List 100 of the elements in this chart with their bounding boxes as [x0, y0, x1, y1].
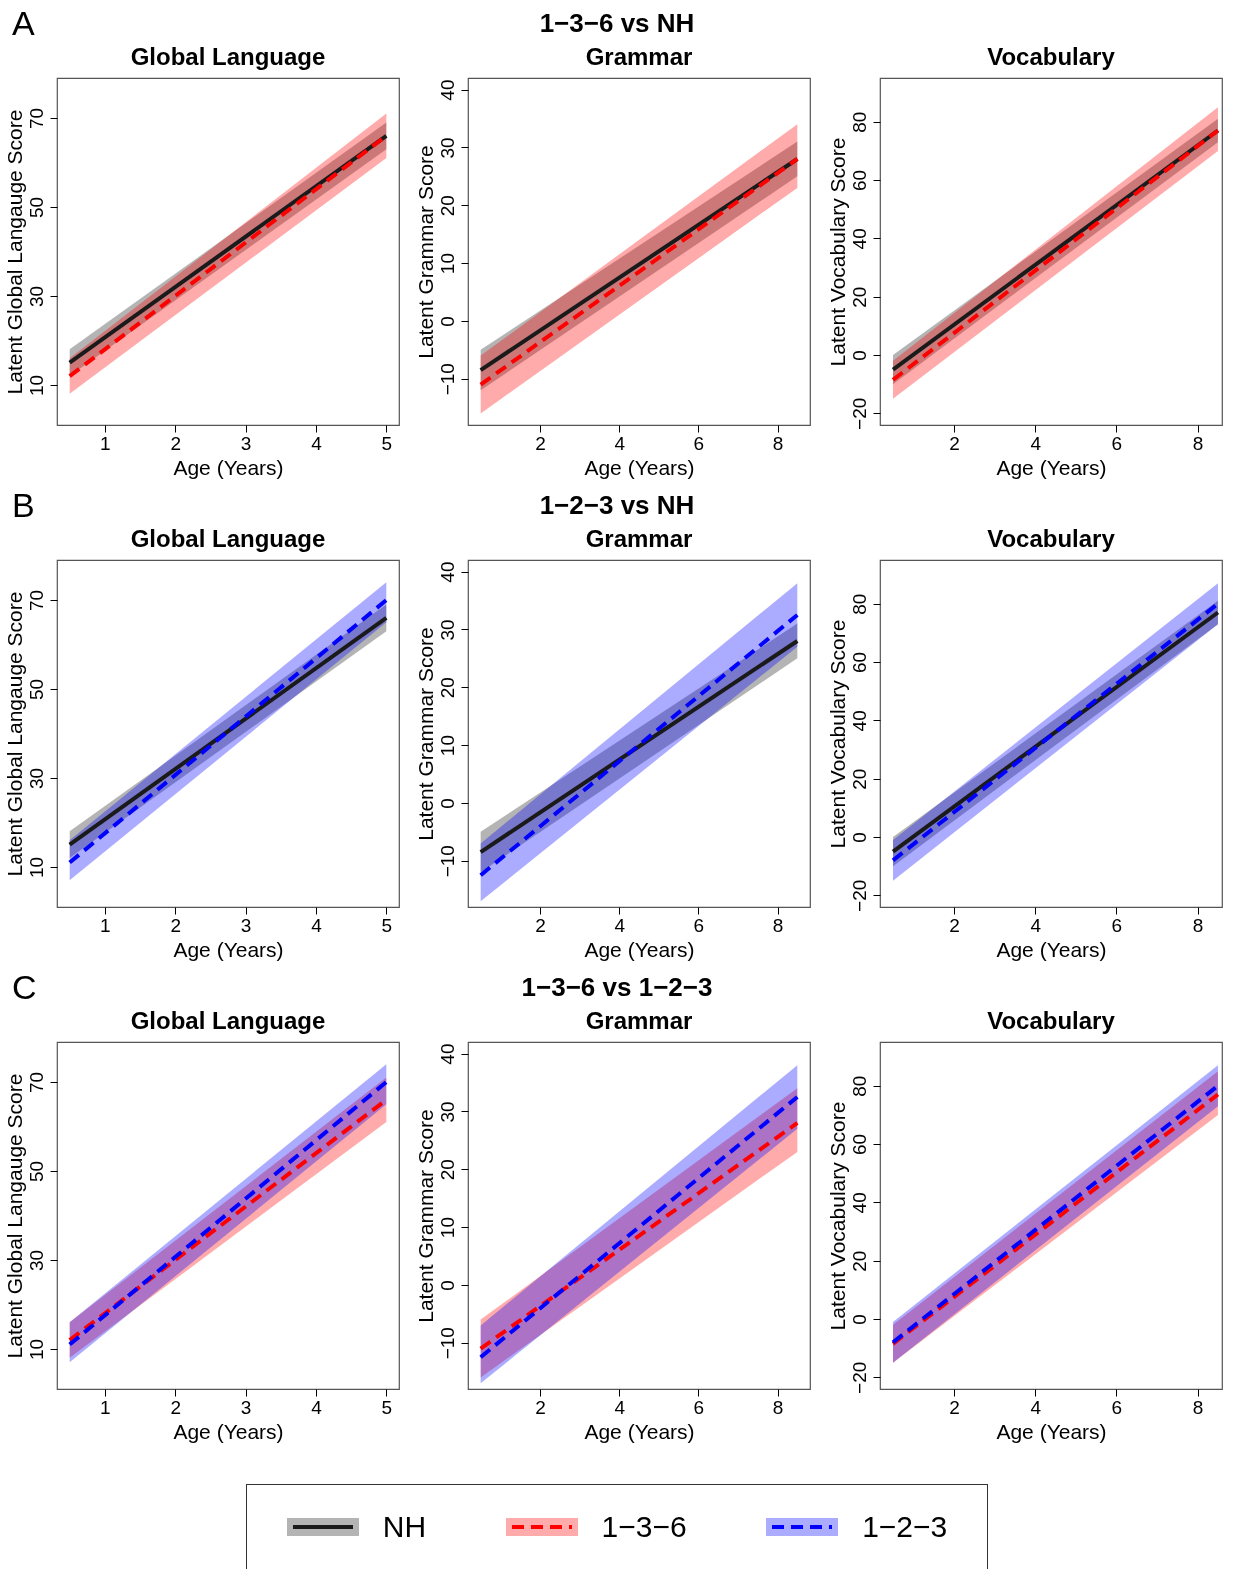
x-tick-label: 6 [1111, 432, 1122, 454]
text: C [12, 968, 37, 1007]
y-tick-label: 10 [436, 1217, 458, 1239]
x-axis-title: Age (Years) [173, 455, 284, 479]
y-tick-label: 10 [25, 374, 47, 397]
chart-title: Grammar [585, 525, 693, 552]
x-axis-title: Age (Years) [584, 937, 695, 961]
y-tick-label: 30 [25, 1249, 47, 1272]
x-tick-label: 6 [693, 1396, 705, 1418]
x-tick-label: 8 [773, 914, 784, 936]
x-axis-title: Age (Years) [173, 937, 284, 961]
y-axis-title: Latent Global Langauge Score [2, 1073, 26, 1359]
y-tick-label: −10 [436, 363, 458, 396]
chart-title: Vocabulary [986, 525, 1116, 552]
x-tick-label: 1 [100, 1396, 111, 1418]
y-tick-label: 10 [436, 253, 458, 275]
x-tick-label: 4 [614, 432, 626, 454]
x-tick-label: 4 [614, 914, 626, 936]
text: A [12, 4, 35, 43]
y-tick-label: 20 [436, 1159, 458, 1181]
y-tick-label: 20 [436, 677, 458, 699]
y-tick-label: 30 [436, 1101, 458, 1123]
x-tick-label: 6 [693, 432, 705, 454]
y-tick-label: 40 [848, 228, 870, 250]
x-tick-label: 1 [100, 914, 111, 936]
y-tick-label: −20 [848, 1361, 870, 1394]
y-axis-title: Latent Global Langauge Score [2, 591, 26, 877]
y-tick-label: −20 [848, 879, 870, 912]
x-tick-label: 6 [1111, 1396, 1122, 1418]
x-tick-label: 2 [170, 1396, 182, 1418]
y-tick-label: −20 [848, 397, 870, 430]
x-tick-label: 3 [240, 914, 252, 936]
x-tick-label: 6 [693, 914, 705, 936]
x-axis-title: Age (Years) [996, 455, 1107, 479]
legend-label: 1−3−6 [601, 1510, 687, 1544]
x-tick-label: 4 [614, 1396, 626, 1418]
chart-title: Grammar [585, 43, 693, 70]
y-axis-title: Latent Vocabulary Score [825, 1101, 849, 1331]
y-tick-label: 50 [25, 196, 47, 219]
legend-label: 1−2−3 [862, 1510, 948, 1544]
x-axis-title: Age (Years) [584, 455, 695, 479]
y-tick-label: 60 [848, 651, 870, 674]
x-tick-label: 1 [100, 432, 111, 454]
y-tick-label: 20 [848, 768, 870, 790]
y-tick-label: 80 [848, 1075, 870, 1097]
y-tick-label: 0 [848, 1314, 870, 1325]
y-tick-label: 20 [848, 1250, 870, 1272]
x-tick-label: 2 [170, 914, 182, 936]
x-tick-label: 5 [381, 432, 393, 454]
text: B [12, 486, 35, 525]
y-tick-label: 60 [848, 1133, 870, 1156]
x-tick-label: 6 [1111, 914, 1122, 936]
x-tick-label: 8 [1192, 432, 1204, 454]
x-axis-title: Age (Years) [584, 1419, 695, 1443]
x-axis-title: Age (Years) [996, 1419, 1107, 1443]
y-tick-label: 30 [436, 619, 458, 641]
x-tick-label: 4 [1030, 1396, 1042, 1418]
y-tick-label: 80 [848, 593, 870, 615]
y-tick-label: 80 [848, 111, 870, 133]
y-axis-title: Latent Grammar Score [413, 145, 437, 359]
chart-title: Global Language [130, 43, 326, 70]
y-tick-label: 0 [848, 350, 870, 361]
y-tick-label: 40 [848, 1192, 870, 1214]
chart-title: Global Language [130, 525, 326, 552]
y-tick-label: 50 [25, 1160, 47, 1183]
x-tick-label: 5 [381, 914, 393, 936]
x-axis-title: Age (Years) [173, 1419, 284, 1443]
x-tick-label: 3 [240, 1396, 252, 1418]
chart-title: Vocabulary [986, 1007, 1116, 1034]
y-axis-title: Latent Grammar Score [413, 1109, 437, 1323]
x-tick-label: 2 [948, 432, 960, 454]
y-tick-label: 70 [25, 589, 47, 612]
x-tick-label: 2 [535, 1396, 547, 1418]
y-tick-label: 10 [25, 856, 47, 879]
y-tick-label: 0 [436, 1280, 458, 1291]
x-tick-label: 4 [1030, 914, 1042, 936]
x-tick-label: 8 [1192, 1396, 1204, 1418]
x-tick-label: 2 [170, 432, 182, 454]
x-tick-label: 8 [773, 1396, 784, 1418]
text: 1−3−6 vs 1−2−3 [521, 972, 713, 1002]
x-tick-label: 4 [311, 1396, 323, 1418]
text: 1−2−3 vs NH [539, 490, 695, 520]
y-tick-label: 40 [436, 79, 458, 101]
y-tick-label: 30 [436, 137, 458, 159]
x-tick-label: 5 [381, 1396, 393, 1418]
y-axis-title: Latent Vocabulary Score [825, 137, 849, 367]
y-tick-label: 40 [848, 710, 870, 732]
chart-title: Vocabulary [986, 43, 1116, 70]
y-axis-title: Latent Global Langauge Score [2, 109, 26, 395]
x-tick-label: 8 [773, 432, 784, 454]
x-tick-label: 4 [311, 914, 323, 936]
y-tick-label: 40 [436, 561, 458, 583]
x-tick-label: 2 [535, 432, 547, 454]
y-tick-label: 70 [25, 1071, 47, 1094]
x-tick-label: 4 [1030, 432, 1042, 454]
y-tick-label: 0 [848, 832, 870, 843]
y-axis-title: Latent Vocabulary Score [825, 619, 849, 849]
x-axis-title: Age (Years) [996, 937, 1107, 961]
x-tick-label: 4 [311, 432, 323, 454]
x-tick-label: 3 [240, 432, 252, 454]
